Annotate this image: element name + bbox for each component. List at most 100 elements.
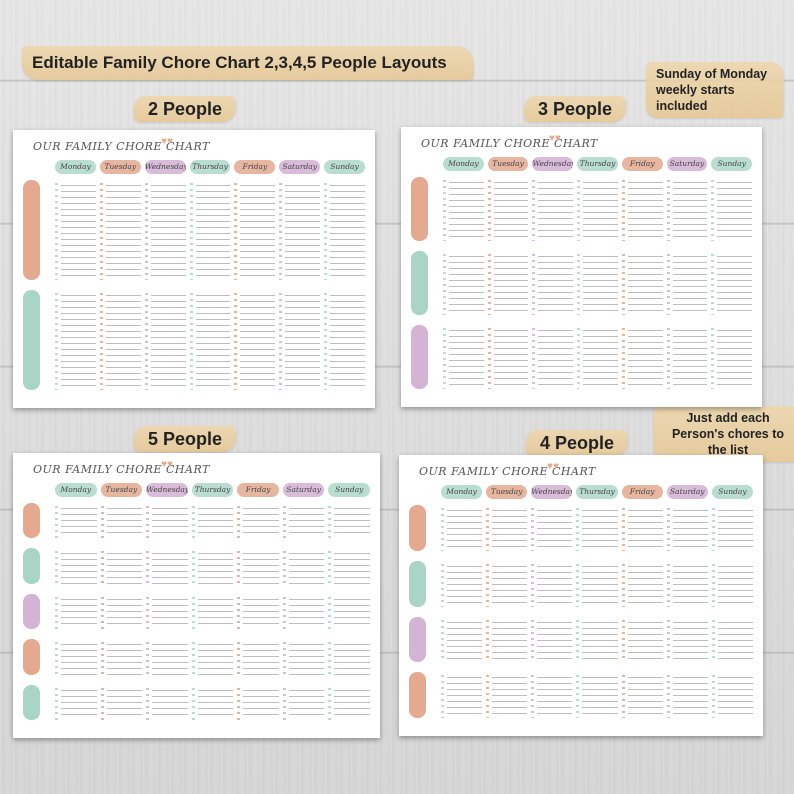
- person-name-field[interactable]: [409, 616, 426, 663]
- chore-list-cell[interactable]: [621, 177, 663, 241]
- chore-list-cell[interactable]: [328, 503, 371, 539]
- chore-list-cell[interactable]: [711, 505, 753, 551]
- chore-list-cell[interactable]: [328, 639, 371, 675]
- chore-list-cell[interactable]: [531, 560, 573, 607]
- person-name-field[interactable]: [23, 180, 40, 280]
- chore-list-cell[interactable]: [237, 548, 279, 585]
- chore-list-cell[interactable]: [486, 505, 528, 551]
- chore-list-cell[interactable]: [282, 503, 325, 539]
- person-name-field[interactable]: [23, 548, 40, 584]
- chore-list-cell[interactable]: [100, 593, 143, 630]
- person-name-field[interactable]: [409, 672, 426, 718]
- chore-list-cell[interactable]: [487, 177, 529, 241]
- chore-list-cell[interactable]: [441, 505, 483, 551]
- chore-list-cell[interactable]: [486, 560, 528, 607]
- chore-list-cell[interactable]: [191, 503, 234, 539]
- chore-list-cell[interactable]: [146, 503, 188, 539]
- chore-list-cell[interactable]: [621, 672, 663, 718]
- chore-list-cell[interactable]: [237, 684, 279, 721]
- chore-list-cell[interactable]: [237, 593, 279, 630]
- chore-list-cell[interactable]: [100, 684, 143, 721]
- person-name-field[interactable]: [23, 639, 40, 675]
- chore-list-cell[interactable]: [146, 593, 188, 630]
- person-name-field[interactable]: [23, 503, 40, 539]
- person-name-field[interactable]: [409, 505, 426, 551]
- chore-list-cell[interactable]: [99, 180, 141, 280]
- chore-list-cell[interactable]: [486, 672, 528, 718]
- chore-list-cell[interactable]: [711, 177, 753, 241]
- chore-list-cell[interactable]: [486, 616, 528, 663]
- chore-list-cell[interactable]: [55, 593, 97, 630]
- chore-list-cell[interactable]: [532, 325, 574, 389]
- chore-list-cell[interactable]: [621, 560, 663, 607]
- chore-list-cell[interactable]: [191, 548, 234, 585]
- chore-list-cell[interactable]: [191, 593, 234, 630]
- chore-list-cell[interactable]: [237, 639, 279, 675]
- chore-list-cell[interactable]: [237, 503, 279, 539]
- chore-list-cell[interactable]: [146, 684, 188, 721]
- chore-list-cell[interactable]: [576, 505, 618, 551]
- chore-list-cell[interactable]: [443, 177, 484, 241]
- chore-list-cell[interactable]: [100, 503, 143, 539]
- chore-list-cell[interactable]: [55, 684, 97, 721]
- chore-list-cell[interactable]: [55, 639, 97, 675]
- chore-list-cell[interactable]: [100, 548, 143, 585]
- chore-list-cell[interactable]: [189, 180, 231, 280]
- chore-list-cell[interactable]: [282, 548, 325, 585]
- chore-list-cell[interactable]: [621, 325, 663, 389]
- chore-list-cell[interactable]: [666, 251, 708, 315]
- chore-list-cell[interactable]: [666, 560, 708, 607]
- chore-list-cell[interactable]: [576, 672, 618, 718]
- chore-list-cell[interactable]: [279, 290, 321, 390]
- chore-list-cell[interactable]: [328, 684, 371, 721]
- chore-list-cell[interactable]: [328, 548, 371, 585]
- chore-list-cell[interactable]: [666, 505, 708, 551]
- chore-list-cell[interactable]: [532, 251, 574, 315]
- chore-list-cell[interactable]: [441, 560, 483, 607]
- chore-list-cell[interactable]: [55, 290, 96, 390]
- person-name-field[interactable]: [411, 251, 428, 315]
- chore-list-cell[interactable]: [487, 251, 529, 315]
- chore-list-cell[interactable]: [279, 180, 321, 280]
- chore-list-cell[interactable]: [443, 251, 484, 315]
- chore-list-cell[interactable]: [531, 616, 573, 663]
- person-name-field[interactable]: [411, 325, 428, 389]
- chore-list-cell[interactable]: [55, 503, 97, 539]
- chore-list-cell[interactable]: [531, 672, 573, 718]
- chore-list-cell[interactable]: [711, 560, 753, 607]
- chore-list-cell[interactable]: [55, 548, 97, 585]
- chore-list-cell[interactable]: [282, 639, 325, 675]
- chore-list-cell[interactable]: [146, 548, 188, 585]
- chore-list-cell[interactable]: [146, 639, 188, 675]
- chore-list-cell[interactable]: [191, 639, 234, 675]
- chore-list-cell[interactable]: [577, 251, 618, 315]
- chore-list-cell[interactable]: [189, 290, 231, 390]
- chore-list-cell[interactable]: [577, 177, 618, 241]
- chore-list-cell[interactable]: [711, 616, 753, 663]
- person-name-field[interactable]: [23, 684, 40, 720]
- person-name-field[interactable]: [411, 177, 428, 241]
- chore-list-cell[interactable]: [234, 180, 276, 280]
- chore-list-cell[interactable]: [621, 505, 663, 551]
- chore-list-cell[interactable]: [621, 251, 663, 315]
- chore-list-cell[interactable]: [443, 325, 484, 389]
- chore-list-cell[interactable]: [99, 290, 141, 390]
- person-name-field[interactable]: [409, 560, 426, 607]
- chore-list-cell[interactable]: [441, 616, 483, 663]
- chore-list-cell[interactable]: [577, 325, 618, 389]
- chore-list-cell[interactable]: [441, 672, 483, 718]
- chore-list-cell[interactable]: [328, 593, 371, 630]
- chore-list-cell[interactable]: [711, 325, 753, 389]
- chore-list-cell[interactable]: [324, 290, 366, 390]
- chore-list-cell[interactable]: [711, 672, 753, 718]
- chore-list-cell[interactable]: [531, 505, 573, 551]
- chore-list-cell[interactable]: [666, 325, 708, 389]
- chore-list-cell[interactable]: [666, 177, 708, 241]
- person-name-field[interactable]: [23, 593, 40, 630]
- chore-list-cell[interactable]: [55, 180, 96, 280]
- chore-list-cell[interactable]: [576, 560, 618, 607]
- chore-list-cell[interactable]: [234, 290, 276, 390]
- chore-list-cell[interactable]: [282, 593, 325, 630]
- chore-list-cell[interactable]: [621, 616, 663, 663]
- chore-list-cell[interactable]: [191, 684, 234, 721]
